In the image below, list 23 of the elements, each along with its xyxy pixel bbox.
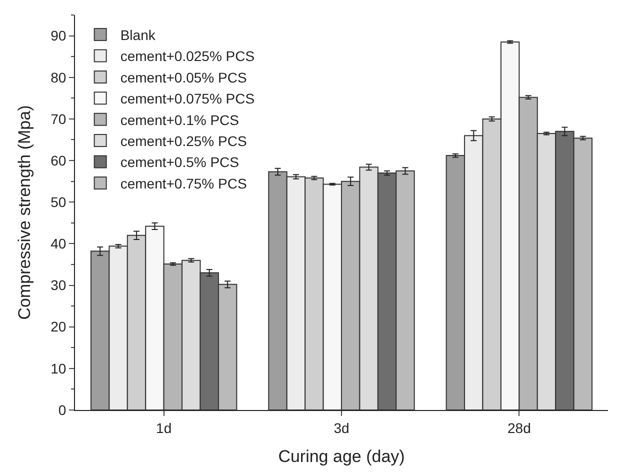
legend-label: cement+0.75% PCS <box>120 175 247 192</box>
y-tick-label: 10 <box>50 360 66 376</box>
y-tick-label: 40 <box>50 236 66 252</box>
y-tick-label: 90 <box>50 28 66 44</box>
y-tick-label: 80 <box>50 69 66 86</box>
x-axis-title: Curing age (day) <box>278 447 405 466</box>
y-axis-title: Compressive strength (Mpa) <box>15 105 34 320</box>
legend-label: cement+0.1% PCS <box>120 112 239 128</box>
x-tick-label: 3d <box>334 420 350 436</box>
legend-label: cement+0.5% PCS <box>120 154 239 170</box>
legend-label: cement+0.075% PCS <box>120 90 255 107</box>
y-tick-label: 50 <box>50 194 66 210</box>
y-tick-label: 0 <box>58 402 66 418</box>
legend-label: cement+0.25% PCS <box>120 133 247 150</box>
y-tick-label: 70 <box>50 110 66 127</box>
y-tick-label: 20 <box>50 318 66 335</box>
legend-label: cement+0.025% PCS <box>120 48 255 64</box>
y-tick-label: 60 <box>50 152 66 168</box>
x-tick-label: 28d <box>507 420 531 436</box>
y-tick-label: 30 <box>50 277 66 294</box>
legend-label: cement+0.05% PCS <box>120 69 247 86</box>
legend-label: Blank <box>120 27 156 44</box>
x-tick-label: 1d <box>156 420 172 436</box>
